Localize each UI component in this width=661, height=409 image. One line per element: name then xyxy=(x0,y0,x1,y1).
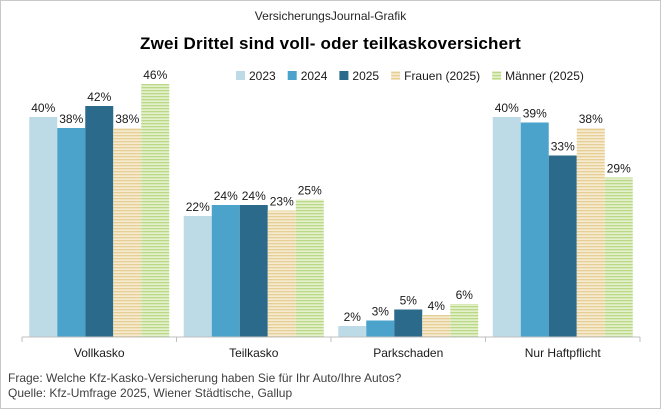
bar-vollkasko-2023 xyxy=(29,117,58,337)
bar-teilkasko-frauen-2025 xyxy=(267,210,296,337)
legend-swatch-2023 xyxy=(236,71,245,80)
legend-label-m-nner-2025: Männer (2025) xyxy=(505,69,584,83)
category-label-teilkasko: Teilkasko xyxy=(229,346,279,360)
value-label-parkschaden-2024: 3% xyxy=(372,305,390,319)
value-label-vollkasko-m-nner-2025: 46% xyxy=(143,68,167,82)
bar-parkschaden-frauen-2025 xyxy=(422,315,451,337)
category-label-vollkasko: Vollkasko xyxy=(74,346,125,360)
bar-parkschaden-2025 xyxy=(394,309,423,337)
x-ticks-group xyxy=(21,337,641,342)
value-label-parkschaden-2025: 5% xyxy=(400,294,418,308)
value-label-nur-haftpflicht-2025: 33% xyxy=(551,140,575,154)
value-label-nur-haftpflicht-2024: 39% xyxy=(523,107,547,121)
bar-nur-haftpflicht-frauen-2025 xyxy=(576,128,605,337)
footer-question: Frage: Welche Kfz-Kasko-Versicherung hab… xyxy=(8,371,402,385)
legend-swatch-frauen-2025 xyxy=(391,71,401,80)
legend: 2023 2024 2025 Frauen (2025) Männer (2025) xyxy=(236,69,584,83)
legend-label-frauen-2025: Frauen (2025) xyxy=(404,69,480,83)
value-label-nur-haftpflicht-frauen-2025: 38% xyxy=(579,112,603,126)
value-label-nur-haftpflicht-2023: 40% xyxy=(495,101,519,115)
bar-parkschaden-m-nner-2025 xyxy=(450,304,479,337)
bar-vollkasko-frauen-2025 xyxy=(113,128,142,337)
value-label-vollkasko-2024: 38% xyxy=(59,112,83,126)
category-labels-group: Vollkasko Teilkasko Parkschaden Nur Haftpfl… xyxy=(74,346,602,360)
bar-parkschaden-2024 xyxy=(366,320,395,337)
bar-nur-haftpflicht-2024 xyxy=(520,122,549,337)
bars-group xyxy=(29,84,633,337)
legend-swatch-m-nner-2025 xyxy=(492,71,502,80)
legend-label-2024: 2024 xyxy=(301,69,328,83)
value-labels-group: 40% 38% 42% 38% 46% 22% 24% 24% 23% 25% 2% 3% 5% 4% 6%… xyxy=(31,68,631,324)
category-label-parkschaden: Parkschaden xyxy=(373,346,443,360)
value-label-parkschaden-m-nner-2025: 6% xyxy=(456,288,474,302)
bar-nur-haftpflicht-2025 xyxy=(548,155,577,337)
footer-source: Quelle: Kfz-Umfrage 2025, Wiener Städtis… xyxy=(8,386,293,400)
value-label-teilkasko-2024: 24% xyxy=(214,189,238,203)
value-label-teilkasko-frauen-2025: 23% xyxy=(270,195,294,209)
category-label-nur-haftpflicht: Nur Haftpflicht xyxy=(525,346,602,360)
bar-teilkasko-2024 xyxy=(211,205,240,337)
bar-teilkasko-2025 xyxy=(239,205,268,337)
value-label-parkschaden-2023: 2% xyxy=(344,310,362,324)
bar-teilkasko-m-nner-2025 xyxy=(295,199,324,337)
legend-swatch-2025 xyxy=(339,71,349,80)
value-label-teilkasko-m-nner-2025: 25% xyxy=(298,184,322,198)
bar-parkschaden-2023 xyxy=(338,326,367,337)
value-label-vollkasko-2023: 40% xyxy=(31,101,55,115)
legend-swatch-2024 xyxy=(287,71,297,80)
bar-teilkasko-2023 xyxy=(183,216,212,337)
value-label-vollkasko-frauen-2025: 38% xyxy=(115,112,139,126)
value-label-nur-haftpflicht-m-nner-2025: 29% xyxy=(607,162,631,176)
chart-title: Zwei Drittel sind voll- oder teilkaskove… xyxy=(140,34,521,53)
bar-nur-haftpflicht-m-nner-2025 xyxy=(604,177,633,337)
bar-vollkasko-2024 xyxy=(57,128,86,337)
legend-label-2023: 2023 xyxy=(249,69,276,83)
value-label-teilkasko-2025: 24% xyxy=(242,189,266,203)
bar-vollkasko-m-nner-2025 xyxy=(141,84,170,337)
legend-label-2025: 2025 xyxy=(352,69,379,83)
source-label: VersicherungsJournal-Grafik xyxy=(254,9,407,23)
value-label-vollkasko-2025: 42% xyxy=(87,90,111,104)
bar-vollkasko-2025 xyxy=(85,106,114,337)
bar-nur-haftpflicht-2023 xyxy=(492,117,521,337)
value-label-teilkasko-2023: 22% xyxy=(186,200,210,214)
value-label-parkschaden-frauen-2025: 4% xyxy=(428,299,446,313)
